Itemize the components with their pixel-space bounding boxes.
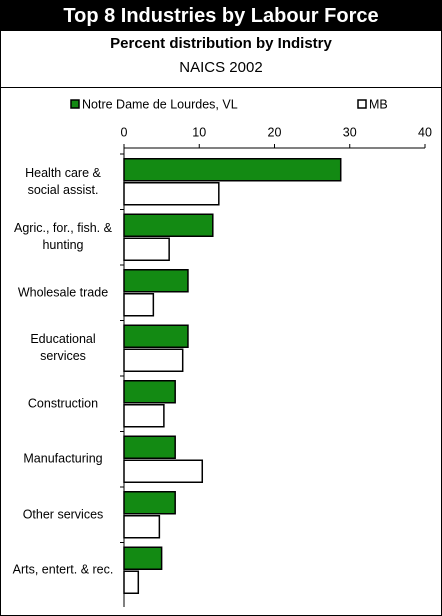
x-tick-label: 30 xyxy=(343,125,357,139)
category-label: Wholesale trade xyxy=(17,285,109,300)
bar xyxy=(123,404,165,428)
x-tick-label: 0 xyxy=(121,125,128,139)
chart-title: Top 8 Industries by Labour Force xyxy=(1,1,441,31)
legend-label: MB xyxy=(369,97,388,111)
legend-label: Notre Dame de Lourdes, VL xyxy=(82,97,238,111)
separator xyxy=(1,87,441,88)
x-tick-label: 40 xyxy=(418,125,432,139)
category-label: Other services xyxy=(22,507,104,522)
bar xyxy=(123,380,176,404)
bar xyxy=(123,435,176,459)
chart-note: NAICS 2002 xyxy=(179,59,263,76)
bar xyxy=(123,269,189,293)
bar xyxy=(123,213,214,237)
bar xyxy=(123,515,161,539)
chart-subtitle: Percent distribution by Indistry xyxy=(110,35,332,52)
bar xyxy=(123,293,155,317)
bar xyxy=(123,158,342,182)
category-label: Arts, entert. & rec. xyxy=(12,562,114,577)
x-tick-label: 10 xyxy=(192,125,206,139)
bar xyxy=(123,459,204,483)
legend-swatch xyxy=(357,99,367,109)
bar xyxy=(123,182,220,206)
bar xyxy=(123,546,163,570)
bar xyxy=(123,570,140,594)
x-tick-label: 20 xyxy=(268,125,282,139)
bar xyxy=(123,348,184,372)
category-label: Manufacturing xyxy=(23,451,103,466)
legend-swatch xyxy=(70,99,80,109)
bar xyxy=(123,324,189,348)
category-label: Health care & social assist. xyxy=(25,165,101,197)
bar xyxy=(123,491,176,515)
category-label: Construction xyxy=(27,396,99,411)
category-label: Agric., for., fish. & hunting xyxy=(14,221,112,253)
bar xyxy=(123,237,170,261)
category-label: Educational services xyxy=(30,332,96,364)
